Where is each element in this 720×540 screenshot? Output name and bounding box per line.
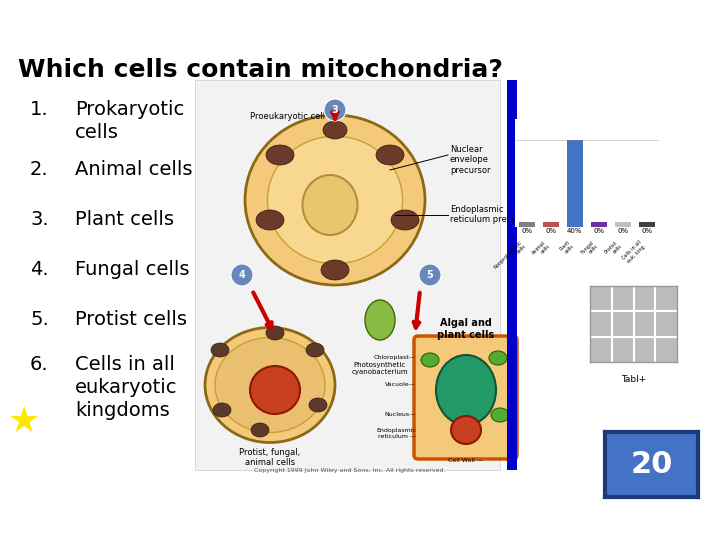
Bar (615, 222, 631, 227)
Text: Algal and
plant cells: Algal and plant cells (437, 318, 495, 340)
Circle shape (324, 99, 346, 121)
Ellipse shape (365, 300, 395, 340)
Text: Protist cells: Protist cells (75, 310, 187, 329)
Ellipse shape (245, 115, 425, 285)
Text: Endoplasmic
reticulum —: Endoplasmic reticulum — (376, 428, 416, 439)
Text: Nuclear
envelope
precursor: Nuclear envelope precursor (450, 145, 490, 175)
Ellipse shape (421, 353, 439, 367)
Text: 5.: 5. (30, 310, 49, 329)
Text: Which cells contain mitochondria?: Which cells contain mitochondria? (18, 58, 503, 82)
Ellipse shape (256, 210, 284, 230)
Ellipse shape (306, 343, 324, 357)
Bar (591, 222, 606, 227)
Text: 4: 4 (238, 270, 246, 280)
Ellipse shape (211, 343, 229, 357)
Text: Endoplasmic
reticulum precursor: Endoplasmic reticulum precursor (450, 205, 534, 225)
Ellipse shape (213, 403, 231, 417)
Text: 2.: 2. (30, 160, 49, 179)
Text: Protist, fungal,
animal cells: Protist, fungal, animal cells (239, 448, 301, 468)
Ellipse shape (436, 355, 496, 425)
Text: Plant
cells: Plant cells (559, 240, 575, 256)
Text: Cells in all
eukaryotic
kingdoms: Cells in all eukaryotic kingdoms (75, 355, 178, 420)
Circle shape (231, 264, 253, 286)
Ellipse shape (391, 210, 419, 230)
Text: 3.: 3. (30, 210, 49, 229)
Text: 1.: 1. (30, 100, 49, 119)
Ellipse shape (215, 338, 325, 433)
Text: Fungal
cells: Fungal cells (580, 240, 599, 259)
Bar (639, 222, 654, 227)
Ellipse shape (302, 175, 358, 235)
Text: ★: ★ (8, 405, 40, 439)
Text: Tabl+: Tabl+ (621, 375, 647, 384)
Text: Animal
cells: Animal cells (531, 240, 551, 260)
Bar (519, 222, 534, 227)
Text: 5: 5 (427, 270, 433, 280)
Bar (195, 80, 500, 470)
Ellipse shape (321, 260, 349, 280)
Ellipse shape (376, 145, 404, 165)
Ellipse shape (491, 408, 509, 422)
Text: Animal cells: Animal cells (75, 160, 192, 179)
Circle shape (419, 264, 441, 286)
Text: 3: 3 (332, 105, 338, 115)
Text: Protist
cells: Protist cells (604, 240, 623, 259)
Text: Fungal cells: Fungal cells (75, 260, 189, 279)
Bar (567, 140, 582, 227)
Text: Plant cells: Plant cells (75, 210, 174, 229)
Text: Cells in all
euk. king.: Cells in all euk. king. (621, 240, 647, 265)
Text: Copyright 1999 John Wiley and Sons, Inc. All rights reserved.: Copyright 1999 John Wiley and Sons, Inc.… (254, 468, 446, 473)
Text: Prokaryotic
cells: Prokaryotic cells (75, 100, 184, 141)
Ellipse shape (268, 136, 402, 264)
Text: Chloroplast—: Chloroplast— (374, 355, 416, 360)
Bar (507, 80, 517, 470)
Text: Nonprokaryotic
cells: Nonprokaryotic cells (492, 240, 527, 274)
Ellipse shape (266, 145, 294, 165)
Ellipse shape (323, 121, 347, 139)
Text: 20: 20 (631, 450, 672, 479)
Text: Proeukaryotic cell: Proeukaryotic cell (250, 112, 325, 121)
Ellipse shape (489, 351, 507, 365)
Ellipse shape (251, 423, 269, 437)
Text: Cell Wall —: Cell Wall — (449, 458, 484, 463)
Ellipse shape (205, 327, 335, 442)
Text: 4.: 4. (30, 260, 49, 279)
Ellipse shape (309, 398, 327, 412)
Ellipse shape (266, 326, 284, 340)
Text: Photosynthetic
cyanobacterium: Photosynthetic cyanobacterium (351, 362, 408, 375)
Text: 6.: 6. (30, 355, 49, 374)
Bar (543, 222, 559, 227)
Text: Vacuole—: Vacuole— (385, 382, 416, 387)
Ellipse shape (451, 416, 481, 444)
FancyBboxPatch shape (414, 336, 517, 459)
Text: Nucleus—: Nucleus— (384, 412, 416, 417)
Ellipse shape (250, 366, 300, 414)
